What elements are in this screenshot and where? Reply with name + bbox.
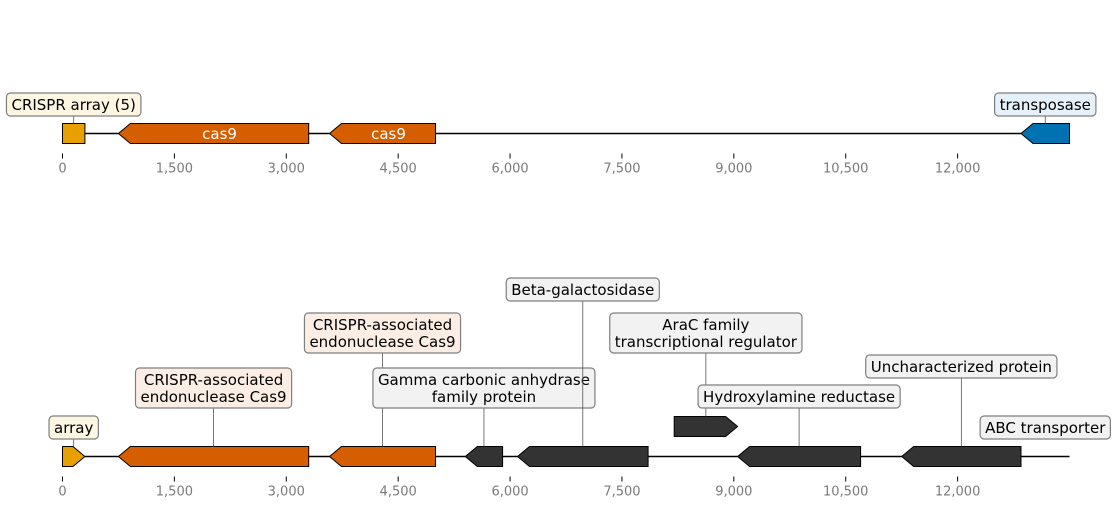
- label-box: [609, 312, 803, 354]
- feature-cas9-2[interactable]: cas9: [328, 123, 436, 144]
- gene-label: CRISPR array (5): [11, 96, 135, 114]
- label-box: [697, 384, 901, 409]
- axis: 0 1,500 3,000 4,500 6,000 7,500 9,000 10,500 12,…: [58, 153, 981, 177]
- feature-crispr-array[interactable]: CRISPR array (5): [5, 92, 142, 144]
- label-box: [48, 415, 99, 440]
- gene-label: Uncharacterized protein: [871, 358, 1052, 376]
- axis-tick-label: 1,500: [156, 485, 193, 500]
- gene-arrow[interactable]: [673, 416, 739, 437]
- axis-tick-label: 0: [58, 485, 66, 500]
- axis-tick-label: 12,000: [935, 162, 981, 177]
- gene-label: CRISPR-associated endonuclease Cas9: [309, 316, 455, 351]
- gene-arrow[interactable]: [62, 123, 86, 144]
- axis-tick-label: 7,500: [603, 485, 640, 500]
- axis-tick-label: 0: [58, 162, 66, 177]
- gene-arrow[interactable]: [328, 446, 436, 467]
- track-2: 0 1,500 3,000 4,500 6,000 7,500 9,000 10,500 12,…: [48, 277, 1111, 500]
- axis-tick-label: 3,000: [268, 162, 305, 177]
- axis-tick-label: 3,000: [268, 485, 305, 500]
- axis-tick-label: 9,000: [715, 485, 752, 500]
- gene-label: ABC transporter: [985, 419, 1106, 437]
- label-box: [979, 415, 1111, 440]
- feature-transposase[interactable]: transposase: [994, 92, 1097, 144]
- label-box: [134, 367, 293, 409]
- gene-arrow[interactable]: [736, 446, 862, 467]
- gene-label: Hydroxylamine reductase: [703, 388, 895, 406]
- gene-arrow[interactable]: [1020, 123, 1070, 144]
- axis-tick-label: 4,500: [380, 485, 417, 500]
- axis-tick-label: 10,500: [823, 485, 869, 500]
- gene-arrow[interactable]: [117, 123, 310, 144]
- feature-uncharacterized-protein[interactable]: Uncharacterized protein: [865, 354, 1058, 467]
- label-box: [994, 92, 1097, 117]
- axis-tick-label: 1,500: [156, 162, 193, 177]
- feature-cas9-endonuclease-2[interactable]: CRISPR-associated endonuclease Cas9: [303, 312, 462, 467]
- feature-cas9-endonuclease-1[interactable]: CRISPR-associated endonuclease Cas9: [117, 367, 310, 467]
- gene-arrow[interactable]: [900, 446, 1022, 467]
- feature-arac-regulator[interactable]: AraC family transcriptional regulator: [609, 312, 803, 437]
- feature-array[interactable]: array: [48, 415, 99, 467]
- label-box: [372, 367, 596, 409]
- axis-tick-label: 4,500: [380, 162, 417, 177]
- gene-label: Beta-galactosidase: [511, 281, 654, 299]
- gene-label: transposase: [1000, 96, 1091, 114]
- feature-abc-transporter[interactable]: ABC transporter: [979, 415, 1111, 440]
- axis-tick-label: 9,000: [715, 162, 752, 177]
- gene-label: Gamma carbonic anhydrase family protein: [378, 371, 590, 406]
- gene-arrow[interactable]: [62, 446, 86, 467]
- gene-label: cas9: [202, 125, 237, 143]
- gene-label: AraC family transcriptional regulator: [615, 316, 798, 351]
- axis-tick-label: 10,500: [823, 162, 869, 177]
- label-box: [865, 354, 1058, 379]
- label-box: [505, 277, 660, 302]
- feature-gamma-carbonic-anhydrase[interactable]: Gamma carbonic anhydrase family protein: [372, 367, 596, 467]
- gene-label: cas9: [371, 125, 406, 143]
- axis-tick-label: 7,500: [603, 162, 640, 177]
- label-box: [5, 92, 142, 117]
- gene-arrow[interactable]: [328, 123, 436, 144]
- axis-tick-label: 6,000: [491, 485, 528, 500]
- gene-arrow[interactable]: [117, 446, 310, 467]
- axis: 0 1,500 3,000 4,500 6,000 7,500 9,000 10,500 12,…: [58, 476, 981, 500]
- label-box: [303, 312, 462, 354]
- axis-tick-label: 12,000: [935, 485, 981, 500]
- track-1: 0 1,500 3,000 4,500 6,000 7,500 9,000 10,500 12,…: [5, 92, 1097, 177]
- gene-arrow[interactable]: [464, 446, 504, 467]
- feature-hydroxylamine-reductase[interactable]: Hydroxylamine reductase: [697, 384, 901, 467]
- axis-tick-label: 6,000: [491, 162, 528, 177]
- feature-beta-galactosidase[interactable]: Beta-galactosidase: [505, 277, 660, 467]
- gene-arrow[interactable]: [516, 446, 649, 467]
- gene-label: CRISPR-associated endonuclease Cas9: [140, 371, 286, 406]
- gene-label: array: [54, 419, 93, 437]
- feature-cas9-1[interactable]: cas9: [117, 123, 310, 144]
